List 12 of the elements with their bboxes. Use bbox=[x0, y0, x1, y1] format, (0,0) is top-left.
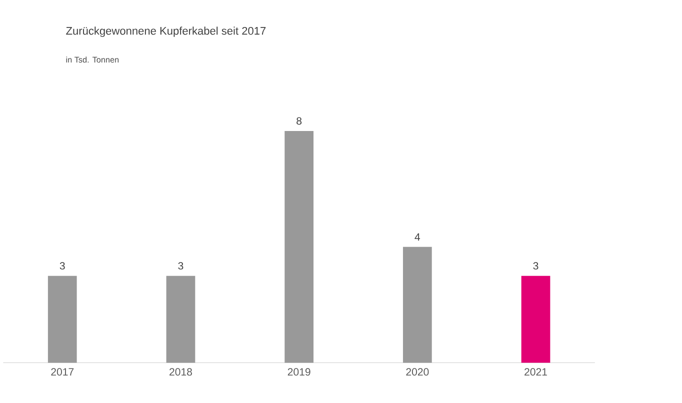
data-label: 8 bbox=[296, 117, 302, 125]
data-label: 3 bbox=[60, 262, 65, 270]
chart-title: Zurückgewonnene Kupferkabel seit 2017 bbox=[66, 26, 266, 37]
data-label: 3 bbox=[533, 262, 538, 270]
x-tick-label: 2019 bbox=[288, 368, 310, 376]
x-tick-label: 2018 bbox=[170, 368, 192, 376]
data-label: 3 bbox=[178, 262, 184, 270]
x-tick-label: 2021 bbox=[524, 368, 547, 376]
chart-subtitle: in Tsd. Tonnen bbox=[66, 56, 119, 63]
x-tick-label: 2020 bbox=[406, 368, 429, 376]
x-tick-label: 2017 bbox=[51, 368, 74, 376]
data-label: 4 bbox=[414, 233, 420, 241]
